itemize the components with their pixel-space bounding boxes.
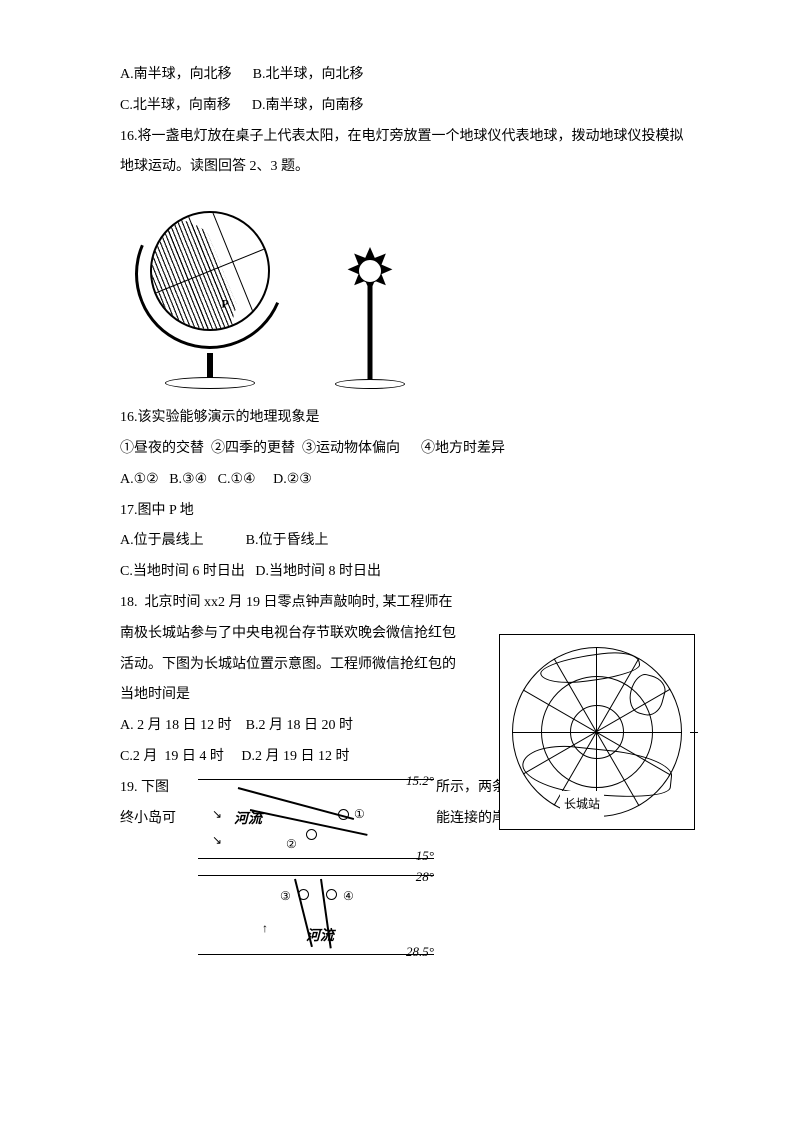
q17-c: C.当地时间 6 时日出 — [120, 564, 245, 579]
q18-opts1: A. 2 月 18 日 12 时 B.2 月 18 日 20 时 — [120, 711, 470, 742]
q15-option-row-cd: C.北半球，向南移 D.南半球，向南移 — [120, 91, 690, 122]
q15-opt-c: C.北半球，向南移 — [120, 98, 231, 113]
q18-l1: 18. 北京时间 xx2 月 19 日零点钟声敲响时, 某工程师在 — [120, 588, 470, 619]
lamp-diagram — [330, 189, 410, 389]
q17-row-ab: A.位于晨线上 B.位于昏线上 — [120, 526, 690, 557]
river-panel-1: 15.2° 15° ↘↘ 河流 ① ② — [198, 773, 434, 865]
globe-lamp-figure: P — [120, 189, 690, 389]
q15-option-row-ab: A.南半球，向北移 B.北半球，向北移 — [120, 60, 690, 91]
q16-stem: 16.该实验能够演示的地理现象是 — [120, 403, 690, 434]
q16-options: A.①② B.③④ C.①④ D.②③ — [120, 465, 690, 496]
num-4: ④ — [343, 883, 354, 909]
stem16-intro: 16.将一盏电灯放在桌子上代表太阳，在电灯旁放置一个地球仪代表地球，拨动地球仪投… — [120, 122, 690, 184]
q19-left-b: 终小岛可 — [120, 804, 192, 835]
lat-15-2: 15.2° — [406, 767, 434, 796]
q15-opt-d: D.南半球，向南移 — [252, 98, 364, 113]
flow-arrows-1: ↘↘ — [212, 801, 222, 854]
num-1: ① — [354, 801, 365, 827]
q15-opt-b: B.北半球，向北移 — [253, 67, 364, 82]
globe-p-label: P — [221, 291, 228, 317]
q17-b: B.位于昏线上 — [246, 533, 329, 548]
q17-row-cd: C.当地时间 6 时日出 D.当地时间 8 时日出 — [120, 557, 690, 588]
num-2: ② — [286, 831, 297, 857]
lat-28-5: 28.5° — [406, 938, 434, 967]
q17-stem: 17.图中 P 地 — [120, 496, 690, 527]
q18-l4: 当地时间是 — [120, 680, 470, 711]
river-figure: 15.2° 15° ↘↘ 河流 ① ② 28° 28.5° ③ ④ 河流 ↑ — [198, 773, 436, 961]
river-label-2: 河流 — [306, 922, 334, 953]
q19-left-a: 19. 下图 — [120, 773, 192, 804]
q18-l2: 南极长城站参与了中央电视台存节联欢晚会微信抢红包 — [120, 619, 470, 650]
q18-block: 18. 北京时间 xx2 月 19 日零点钟声敲响时, 某工程师在 南极长城站参… — [120, 588, 470, 773]
q17-a: A.位于晨线上 — [120, 533, 204, 548]
river-panel-2: 28° 28.5° ③ ④ 河流 ↑ — [198, 869, 434, 961]
station-label: 长城站 — [560, 791, 604, 817]
flow-arrows-2: ↑ — [262, 915, 268, 941]
river-label-1: 河流 — [234, 805, 262, 836]
q16-items: ①昼夜的交替 ②四季的更替 ③运动物体偏向 ④地方时差异 — [120, 434, 690, 465]
q15-opt-a: A.南半球，向北移 — [120, 67, 232, 82]
polar-map-figure: 长城站 — [497, 630, 697, 832]
globe-diagram: P — [120, 189, 300, 389]
lat-28: 28° — [416, 863, 434, 892]
q18-l3: 活动。下图为长城站位置示意图。工程师微信抢红包的 — [120, 650, 470, 681]
num-3: ③ — [280, 883, 291, 909]
q17-d: D.当地时间 8 时日出 — [255, 564, 381, 579]
